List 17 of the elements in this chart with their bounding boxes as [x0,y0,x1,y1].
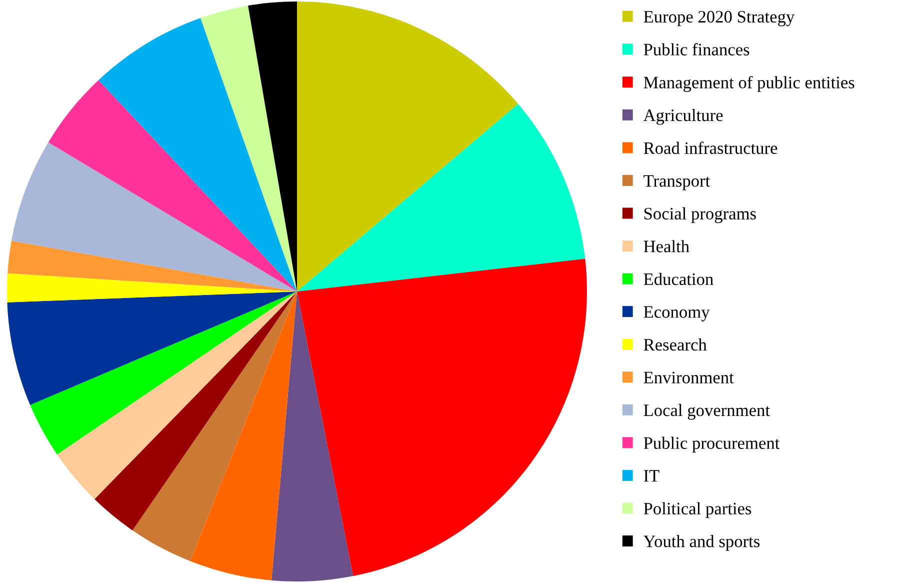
legend-label: Environment [644,372,734,384]
legend-label: Public finances [644,43,750,56]
legend-label: Research [644,338,707,351]
legend-label: Social programs [644,207,756,224]
legend-label: Management of public entities [644,76,854,92]
legend-label: Local government [644,404,770,420]
legend-label: Europe 2020 Strategy [644,10,795,26]
legend-label: Political parties [644,502,752,518]
legend-label: Youth and sports [643,535,760,551]
legend-label: Health [644,240,690,252]
legend-label: Road infrastructure [644,142,778,154]
legend-label: Agriculture [643,108,723,125]
legend-label: Economy [644,306,710,322]
legend-label: Transport [644,175,710,190]
legend-label: IT [644,470,660,482]
legend-label: Education [644,272,714,286]
legend-label: Public procurement [644,436,780,452]
